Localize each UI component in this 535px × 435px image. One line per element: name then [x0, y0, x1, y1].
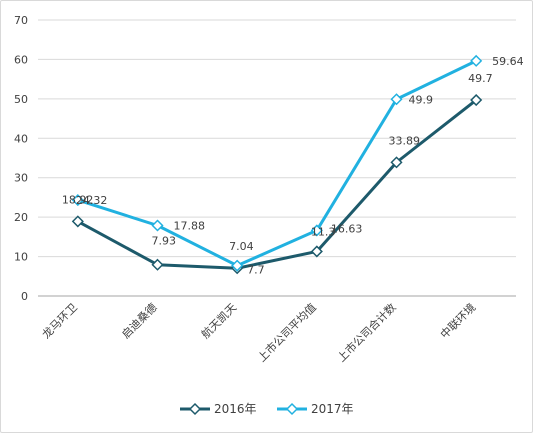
- data-label: 17.88: [174, 220, 206, 233]
- data-point[interactable]: [470, 93, 483, 107]
- legend-item-2[interactable]: 2017年: [277, 402, 354, 416]
- y-tick-label: 50: [14, 93, 28, 106]
- legend-label: 2016年: [214, 402, 257, 416]
- data-labels: 18.92 7.93 7.04 11.3 33.89 49.7 24.32 17.88 7.7 1…: [62, 55, 524, 277]
- legend-swatch-marker: [188, 402, 202, 416]
- x-axis-category-labels: 龙马环卫 启迪桑德 航天凯天 上市公司平均值 上市公司合计数 中联环境: [40, 300, 479, 364]
- data-label: 33.89: [389, 134, 421, 147]
- legend-item-1[interactable]: 2016年: [180, 402, 257, 416]
- data-point[interactable]: [71, 194, 84, 207]
- data-point[interactable]: [390, 156, 403, 169]
- legend[interactable]: 2016年 2017年: [180, 402, 354, 416]
- data-label: 49.7: [468, 72, 493, 85]
- data-point[interactable]: [470, 54, 483, 67]
- series-lines: [77, 59, 478, 270]
- data-label: 16.63: [331, 222, 363, 235]
- legend-label: 2017年: [311, 402, 354, 416]
- y-tick-label: 30: [14, 172, 28, 185]
- data-point[interactable]: [310, 245, 323, 258]
- y-tick-label: 0: [21, 290, 28, 303]
- x-category-label: 航天凯天: [198, 300, 239, 341]
- x-category-label: 中联环境: [437, 300, 478, 341]
- series-line-1: [77, 98, 478, 270]
- gridlines: [38, 19, 516, 297]
- y-tick-label: 60: [14, 53, 28, 66]
- data-label: 7.93: [152, 235, 177, 248]
- y-tick-label: 70: [14, 14, 28, 27]
- data-label: 24.32: [76, 194, 108, 207]
- y-axis-tick-labels: 0 10 20 30 40 50 60 70: [14, 14, 28, 303]
- series-points: [71, 54, 483, 275]
- x-category-label: 上市公司合计数: [334, 300, 398, 364]
- x-category-label: 龙马环卫: [40, 301, 80, 341]
- data-label: 11.3: [311, 225, 336, 238]
- y-tick-label: 40: [14, 132, 28, 145]
- x-category-label: 上市公司平均值: [255, 300, 319, 364]
- data-label: 7.7: [247, 264, 265, 277]
- data-label: 49.9: [409, 93, 434, 106]
- data-point[interactable]: [390, 93, 403, 106]
- data-label: 59.64: [492, 55, 523, 68]
- x-category-label: 启迪桑德: [119, 300, 160, 341]
- y-tick-label: 10: [14, 251, 28, 264]
- data-label: 7.04: [229, 240, 254, 253]
- data-label: 18.92: [62, 193, 93, 206]
- series-line-2: [77, 59, 477, 268]
- legend-swatch-marker: [285, 402, 299, 416]
- data-point[interactable]: [71, 215, 84, 228]
- data-point[interactable]: [151, 258, 164, 271]
- data-point[interactable]: [151, 219, 164, 232]
- data-point[interactable]: [310, 224, 323, 237]
- data-point[interactable]: [231, 259, 244, 272]
- y-tick-label: 20: [14, 211, 28, 224]
